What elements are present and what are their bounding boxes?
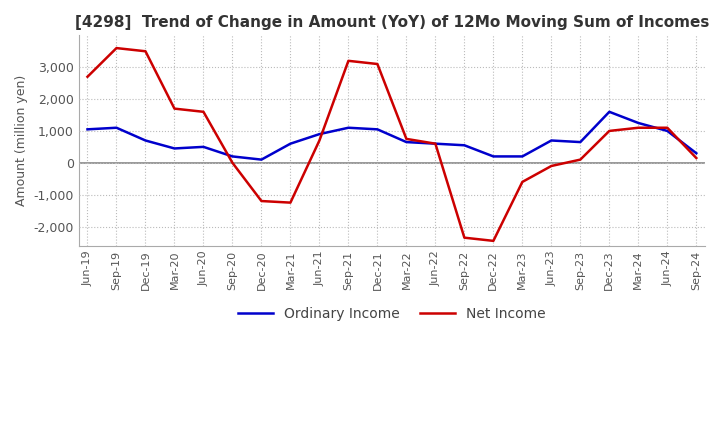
Net Income	[141, 49, 150, 54]
Net Income	[431, 141, 440, 147]
Ordinary Income	[373, 127, 382, 132]
Ordinary Income	[286, 141, 294, 147]
Ordinary Income	[141, 138, 150, 143]
Ordinary Income	[344, 125, 353, 130]
Ordinary Income	[692, 150, 701, 156]
Net Income	[228, 160, 237, 165]
Net Income	[286, 200, 294, 205]
Net Income	[576, 157, 585, 162]
Ordinary Income	[605, 109, 613, 114]
Net Income	[518, 179, 526, 184]
Ordinary Income	[576, 139, 585, 145]
Ordinary Income	[170, 146, 179, 151]
Ordinary Income	[663, 128, 672, 134]
Net Income	[547, 163, 556, 169]
Line: Net Income: Net Income	[88, 48, 696, 241]
Net Income	[460, 235, 469, 240]
Net Income	[344, 58, 353, 63]
Net Income	[315, 138, 324, 143]
Ordinary Income	[489, 154, 498, 159]
Ordinary Income	[112, 125, 121, 130]
Ordinary Income	[199, 144, 208, 150]
Net Income	[257, 198, 266, 204]
Net Income	[112, 45, 121, 51]
Net Income	[199, 109, 208, 114]
Net Income	[489, 238, 498, 243]
Ordinary Income	[431, 141, 440, 147]
Net Income	[692, 155, 701, 161]
Ordinary Income	[402, 139, 410, 145]
Net Income	[634, 125, 643, 130]
Ordinary Income	[518, 154, 526, 159]
Ordinary Income	[547, 138, 556, 143]
Net Income	[605, 128, 613, 134]
Y-axis label: Amount (million yen): Amount (million yen)	[15, 75, 28, 206]
Ordinary Income	[257, 157, 266, 162]
Ordinary Income	[460, 143, 469, 148]
Net Income	[663, 125, 672, 130]
Ordinary Income	[315, 132, 324, 137]
Title: [4298]  Trend of Change in Amount (YoY) of 12Mo Moving Sum of Incomes: [4298] Trend of Change in Amount (YoY) o…	[75, 15, 709, 30]
Net Income	[170, 106, 179, 111]
Ordinary Income	[84, 127, 92, 132]
Net Income	[84, 74, 92, 79]
Ordinary Income	[228, 154, 237, 159]
Line: Ordinary Income: Ordinary Income	[88, 112, 696, 160]
Net Income	[373, 61, 382, 66]
Net Income	[402, 136, 410, 142]
Ordinary Income	[634, 120, 643, 125]
Legend: Ordinary Income, Net Income: Ordinary Income, Net Income	[233, 302, 552, 327]
